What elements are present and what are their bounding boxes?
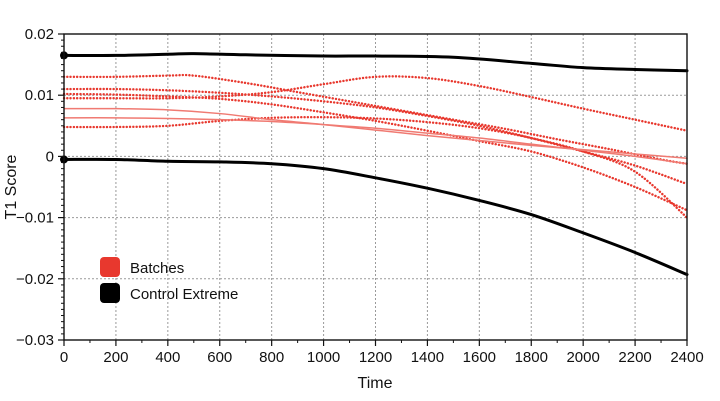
batch-line-6 [62, 92, 689, 212]
x-tick-label: 2400 [670, 349, 703, 366]
tick-labels: 0 200 400 600 800 1000 1200 1400 1600 1800 2000 220… [16, 26, 704, 366]
legend-swatch-control-extreme [100, 283, 120, 303]
x-tick-label: 200 [103, 349, 128, 366]
x-tick-label: 1400 [411, 349, 444, 366]
y-tick-label: −0.01 [16, 210, 54, 227]
y-tick-label: 0 [46, 148, 54, 165]
batch-line-4 [62, 75, 689, 132]
control-extreme-line-1 [62, 157, 689, 277]
batch-line-8 [63, 117, 688, 165]
x-axis-label: Time [358, 375, 393, 392]
x-tick-label: 2200 [618, 349, 651, 366]
series-layer [60, 51, 689, 277]
legend-swatch-batches [100, 257, 120, 277]
y-tick-label: 0.02 [25, 26, 54, 43]
x-tick-label: 1800 [515, 349, 548, 366]
batch-line-2 [62, 73, 689, 165]
x-tick-label: 400 [155, 349, 180, 366]
y-axis-label: T1 Score [3, 154, 20, 219]
x-tick-label: 2000 [566, 349, 599, 366]
legend-label-control-extreme: Control Extreme [130, 286, 238, 303]
tick-marks [58, 33, 688, 346]
x-tick-label: 0 [60, 349, 68, 366]
y-tick-label: −0.02 [16, 271, 54, 288]
control-extreme-line-0 [62, 52, 689, 73]
legend-label-batches: Batches [130, 260, 184, 277]
x-tick-label: 1200 [359, 349, 392, 366]
y-tick-label: 0.01 [25, 87, 54, 104]
x-tick-label: 600 [207, 349, 232, 366]
x-tick-label: 1000 [307, 349, 340, 366]
legend: Batches Control Extreme [100, 257, 238, 303]
y-tick-label: −0.03 [16, 332, 54, 349]
x-tick-label: 800 [259, 349, 284, 366]
x-tick-label: 1600 [463, 349, 496, 366]
